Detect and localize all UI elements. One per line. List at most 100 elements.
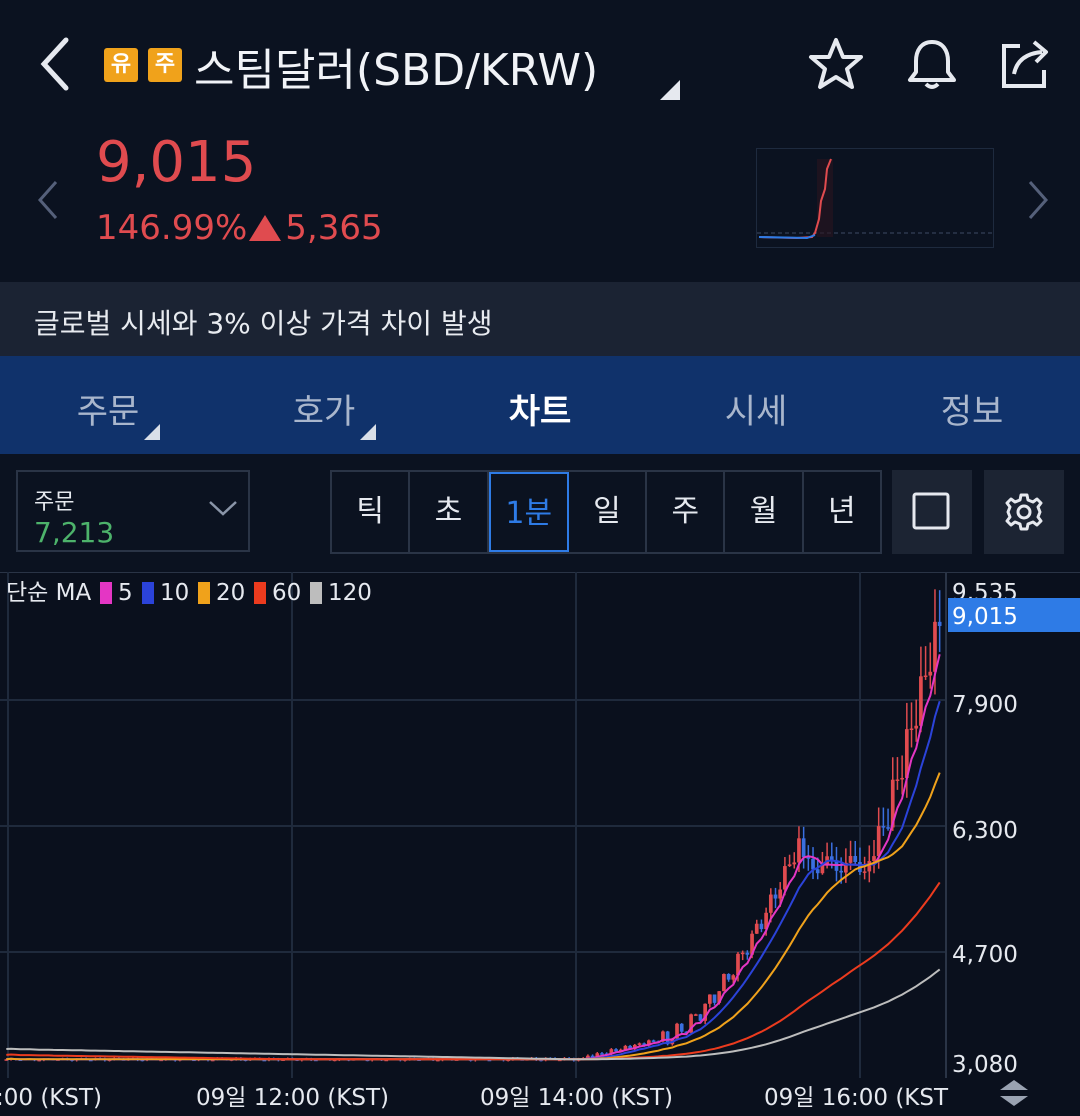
x-tick-label: :00 (KST) [0,1085,102,1111]
candle [675,1022,679,1041]
current-price-tag [948,598,1080,632]
candle [900,755,904,795]
candle [862,856,867,880]
candle [740,950,745,961]
back-chevron-icon[interactable] [34,34,82,94]
period-tick[interactable]: 틱 [332,472,411,552]
candle [783,857,787,896]
candle [745,950,750,960]
period-year[interactable]: 년 [828,494,856,529]
candle [600,1052,604,1055]
main-tabs: 주문 호가 차트 시세 정보 [0,356,1080,454]
notice-text: 글로벌 시세와 3% 이상 가격 차이 발생 [34,307,493,340]
order-value: 7,213 [34,516,115,549]
candle [801,826,806,869]
period-month[interactable]: 월 [725,472,804,552]
candle [722,973,726,992]
candle [909,702,914,748]
badge-yu: 유 [104,48,138,82]
candle [787,854,792,868]
x-axis: :00 (KST) 09일 12:00 (KST) 09일 14:00 (KST) 0… [0,1078,1080,1116]
candle [919,646,923,733]
share-icon[interactable] [996,34,1056,94]
candle [914,699,919,742]
ma-period-label: 60 [272,580,301,606]
tab-order[interactable]: 주문 [76,392,140,432]
candle [703,1003,707,1025]
tab-quotes[interactable]: 시세 [724,392,788,432]
candle [886,808,890,831]
bell-icon[interactable] [902,34,962,94]
x-tick-label: 09일 12:00 (KST) [196,1085,389,1111]
candle [890,757,895,831]
ma-swatch [310,582,322,604]
candle [937,590,942,652]
y-tick-label: 3,080 [952,1052,1018,1078]
candle [881,807,886,836]
candle [806,845,811,871]
up-triangle-icon [249,215,282,241]
ma-label: 단순 MA [6,580,91,606]
header: 유 주 스팀달러(SBD/KRW) [0,0,1080,130]
change-percent: 146.99% [96,208,248,248]
ma-legend: 단순 MA 5 10 20 60 120 [6,580,372,606]
badge-ju: 주 [148,48,182,82]
candle [792,852,797,869]
price-chart[interactable]: 단순 MA 5 10 20 60 120 9,5357,9006,3004,7003,0… [0,572,1080,1116]
ma-line-60 [6,881,941,1061]
candle [759,919,764,933]
star-icon[interactable] [806,34,866,94]
x-tick-label: 09일 16:00 (KST [764,1085,949,1111]
ma-swatch [254,582,266,604]
candle [872,840,876,874]
y-tick-label: 4,700 [952,942,1018,968]
scroll-handle-icon[interactable] [1000,1080,1028,1106]
candle [928,642,933,689]
candle [708,994,712,1008]
current-price: 9,015 [96,130,257,195]
tab-orderbook[interactable]: 호가 [292,392,356,432]
tab-info[interactable]: 정보 [940,392,1004,432]
mini-chart[interactable] [756,148,994,248]
current-price-tag-label: 9,015 [952,604,1018,630]
period-1min[interactable]: 1분 [488,472,569,552]
order-dropdown[interactable]: 주문 7,213 [16,470,250,552]
x-axis-strip [0,1078,1080,1116]
tab-chart[interactable]: 차트 [508,392,572,432]
prev-chevron-icon[interactable] [34,178,64,222]
page-title[interactable]: 스팀달러(SBD/KRW) [194,45,599,96]
ma-period-label: 20 [216,580,245,606]
fullscreen-button[interactable] [892,470,972,554]
tab-order-caret-icon [144,424,160,440]
candle [731,974,736,984]
candle [811,847,815,880]
candle [698,1013,703,1023]
ma-period-label: 120 [328,580,372,606]
ma-line-120 [6,968,941,1061]
price-gap-notice: 글로벌 시세와 3% 이상 가격 차이 발생 [0,282,1080,356]
candle [773,887,778,909]
candle [923,646,928,680]
ma-swatch [100,582,112,604]
y-tick-label: 7,900 [952,692,1018,718]
price-change: 146.99% 5,365 [96,208,383,248]
settings-button[interactable] [984,470,1064,554]
candle [726,973,731,982]
ma-swatch [142,582,154,604]
change-amount: 5,365 [285,208,383,248]
ma-swatch [198,582,210,604]
tab-orderbook-caret-icon [360,424,376,440]
candle [768,888,773,923]
chart-background [0,572,1080,1116]
candle [679,1023,684,1033]
period-second[interactable]: 초 [410,472,489,552]
y-tick-label: 6,300 [952,818,1018,844]
next-chevron-icon[interactable] [1022,178,1052,222]
period-day[interactable]: 일 [569,472,648,552]
square-icon [912,492,950,530]
period-week[interactable]: 주 [647,472,726,552]
gear-icon [1005,493,1043,531]
title-dropdown-icon[interactable] [660,80,680,100]
candle [651,1039,656,1042]
